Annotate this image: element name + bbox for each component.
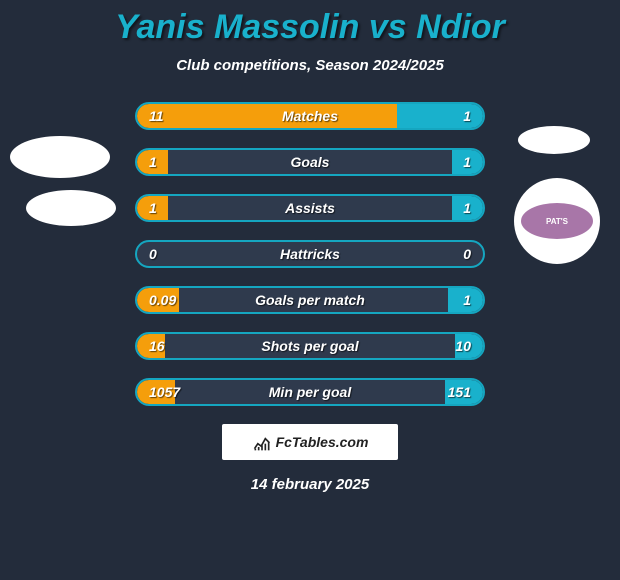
stat-label: Hattricks [137, 242, 483, 266]
club-logo-text: PAT'S [546, 217, 568, 226]
stat-row: 11Matches1 [135, 102, 485, 130]
stat-label: Matches [137, 104, 483, 128]
stat-row: 0.09Goals per match1 [135, 286, 485, 314]
stat-label: Goals [137, 150, 483, 174]
stat-value-right: 1 [463, 104, 471, 128]
stat-label: Shots per goal [137, 334, 483, 358]
subtitle: Club competitions, Season 2024/2025 [0, 57, 620, 74]
watermark: FcTables.com [222, 424, 398, 460]
stat-value-right: 151 [448, 380, 471, 404]
stat-value-right: 1 [463, 196, 471, 220]
stat-label: Min per goal [137, 380, 483, 404]
club-logo-pats: PAT'S [521, 203, 593, 239]
stat-label: Goals per match [137, 288, 483, 312]
stat-row: 16Shots per goal10 [135, 332, 485, 360]
stat-value-right: 1 [463, 150, 471, 174]
watermark-text: FcTables.com [276, 434, 369, 450]
stat-label: Assists [137, 196, 483, 220]
stat-row: 1Goals1 [135, 148, 485, 176]
stat-value-right: 10 [455, 334, 471, 358]
page-title: Yanis Massolin vs Ndior [0, 0, 620, 47]
player-right-badge-top [518, 126, 590, 154]
stat-value-right: 1 [463, 288, 471, 312]
date-label: 14 february 2025 [0, 476, 620, 493]
player-left-badge-1 [10, 136, 110, 178]
chart-icon [252, 432, 272, 452]
stat-row: 0Hattricks0 [135, 240, 485, 268]
player-left-badge-2 [26, 190, 116, 226]
stats-container: 11Matches11Goals11Assists10Hattricks00.0… [135, 102, 485, 406]
stat-row: 1057Min per goal151 [135, 378, 485, 406]
stat-row: 1Assists1 [135, 194, 485, 222]
stat-value-right: 0 [463, 242, 471, 266]
player-right-badge: PAT'S [514, 178, 600, 264]
